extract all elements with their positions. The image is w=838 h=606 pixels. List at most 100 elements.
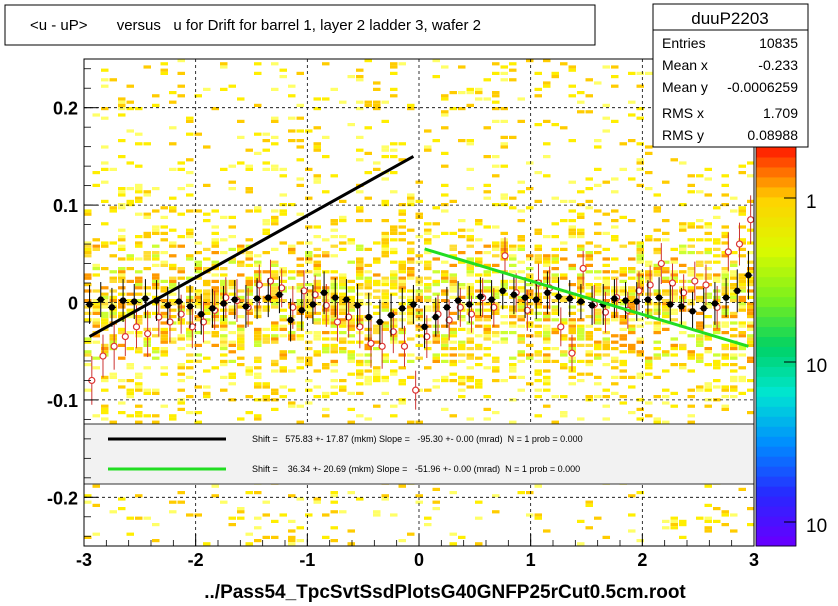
heatmap-cell [330, 254, 338, 258]
heatmap-cell [177, 244, 185, 248]
heatmap-cell [390, 276, 398, 280]
heatmap-cell [730, 295, 738, 299]
heatmap-cell [186, 395, 194, 399]
heatmap-cell [135, 132, 143, 136]
heatmap-cell [492, 311, 500, 315]
heatmap-cell [237, 315, 245, 319]
heatmap-cell [390, 190, 398, 194]
heatmap-cell [160, 286, 168, 290]
heatmap-cell [347, 420, 355, 424]
heatmap-cell [458, 343, 466, 347]
heatmap-cell [398, 142, 406, 146]
heatmap-cell [254, 366, 262, 370]
heatmap-cell [602, 340, 610, 344]
heatmap-cell [288, 539, 296, 543]
heatmap-cell [177, 84, 185, 88]
heatmap-cell [517, 119, 525, 123]
heatmap-cell [296, 334, 304, 338]
heatmap-cell [492, 164, 500, 168]
heatmap-cell [364, 219, 372, 223]
heatmap-cell [279, 279, 287, 283]
heatmap-cell [203, 292, 211, 296]
heatmap-cell [432, 500, 440, 504]
heatmap-cell [339, 241, 347, 245]
heatmap-cell [322, 311, 330, 315]
heatmap-cell [347, 241, 355, 245]
heatmap-cell [441, 407, 449, 411]
heatmap-cell [432, 222, 440, 226]
heatmap-cell [339, 318, 347, 322]
heatmap-cell [203, 542, 211, 546]
heatmap-cell [526, 276, 534, 280]
heatmap-cell [517, 190, 525, 194]
heatmap-cell [534, 353, 542, 357]
heatmap-cell [500, 283, 508, 287]
heatmap-cell [415, 180, 423, 184]
heatmap-cell [517, 302, 525, 306]
heatmap-cell [543, 155, 551, 159]
heatmap-cell [364, 126, 372, 130]
heatmap-cell [449, 247, 457, 251]
heatmap-cell [679, 363, 687, 367]
heatmap-cell [568, 331, 576, 335]
heatmap-cell [84, 363, 92, 367]
heatmap-cell [169, 315, 177, 319]
heatmap-cell [203, 183, 211, 187]
heatmap-cell [169, 327, 177, 331]
heatmap-cell [101, 347, 109, 351]
heatmap-cell [543, 340, 551, 344]
heatmap-cell [373, 366, 381, 370]
heatmap-cell [696, 311, 704, 315]
heatmap-cell [245, 276, 253, 280]
heatmap-cell [534, 254, 542, 258]
heatmap-cell [237, 299, 245, 303]
black-profile-point [265, 294, 272, 301]
heatmap-cell [696, 286, 704, 290]
heatmap-cell [466, 238, 474, 242]
heatmap-cell [662, 289, 670, 293]
heatmap-cell [339, 340, 347, 344]
heatmap-cell [594, 340, 602, 344]
colorbar-swatch [756, 196, 796, 208]
heatmap-cell [364, 276, 372, 280]
heatmap-cell [747, 321, 755, 325]
heatmap-cell [160, 337, 168, 341]
heatmap-cell [381, 359, 389, 363]
heatmap-cell [475, 273, 483, 277]
heatmap-cell [296, 497, 304, 501]
heatmap-cell [619, 395, 627, 399]
heatmap-cell [424, 516, 432, 520]
heatmap-cell [458, 283, 466, 287]
heatmap-cell [551, 276, 559, 280]
heatmap-cell [594, 222, 602, 226]
heatmap-cell [679, 161, 687, 165]
heatmap-cell [432, 270, 440, 274]
heatmap-cell [466, 257, 474, 261]
heatmap-cell [135, 199, 143, 203]
heatmap-cell [628, 71, 636, 75]
heatmap-cell [543, 382, 551, 386]
heatmap-cell [500, 241, 508, 245]
heatmap-cell [730, 299, 738, 303]
heatmap-cell [704, 382, 712, 386]
heatmap-cell [560, 334, 568, 338]
heatmap-cell [568, 231, 576, 235]
heatmap-cell [177, 500, 185, 504]
heatmap-cell [220, 334, 228, 338]
heatmap-cell [135, 107, 143, 111]
heatmap-cell [704, 251, 712, 255]
heatmap-cell [543, 359, 551, 363]
red-profile-point [322, 301, 330, 310]
heatmap-cell [492, 366, 500, 370]
heatmap-cell [407, 196, 415, 200]
heatmap-cell [398, 340, 406, 344]
heatmap-cell [143, 235, 151, 239]
heatmap-cell [118, 257, 126, 261]
heatmap-cell [662, 369, 670, 373]
colorbar-swatch [756, 346, 796, 357]
heatmap-cell [483, 315, 491, 319]
heatmap-cell [279, 318, 287, 322]
heatmap-cell [645, 311, 653, 315]
heatmap-cell [92, 305, 100, 309]
heatmap-cell [262, 132, 270, 136]
